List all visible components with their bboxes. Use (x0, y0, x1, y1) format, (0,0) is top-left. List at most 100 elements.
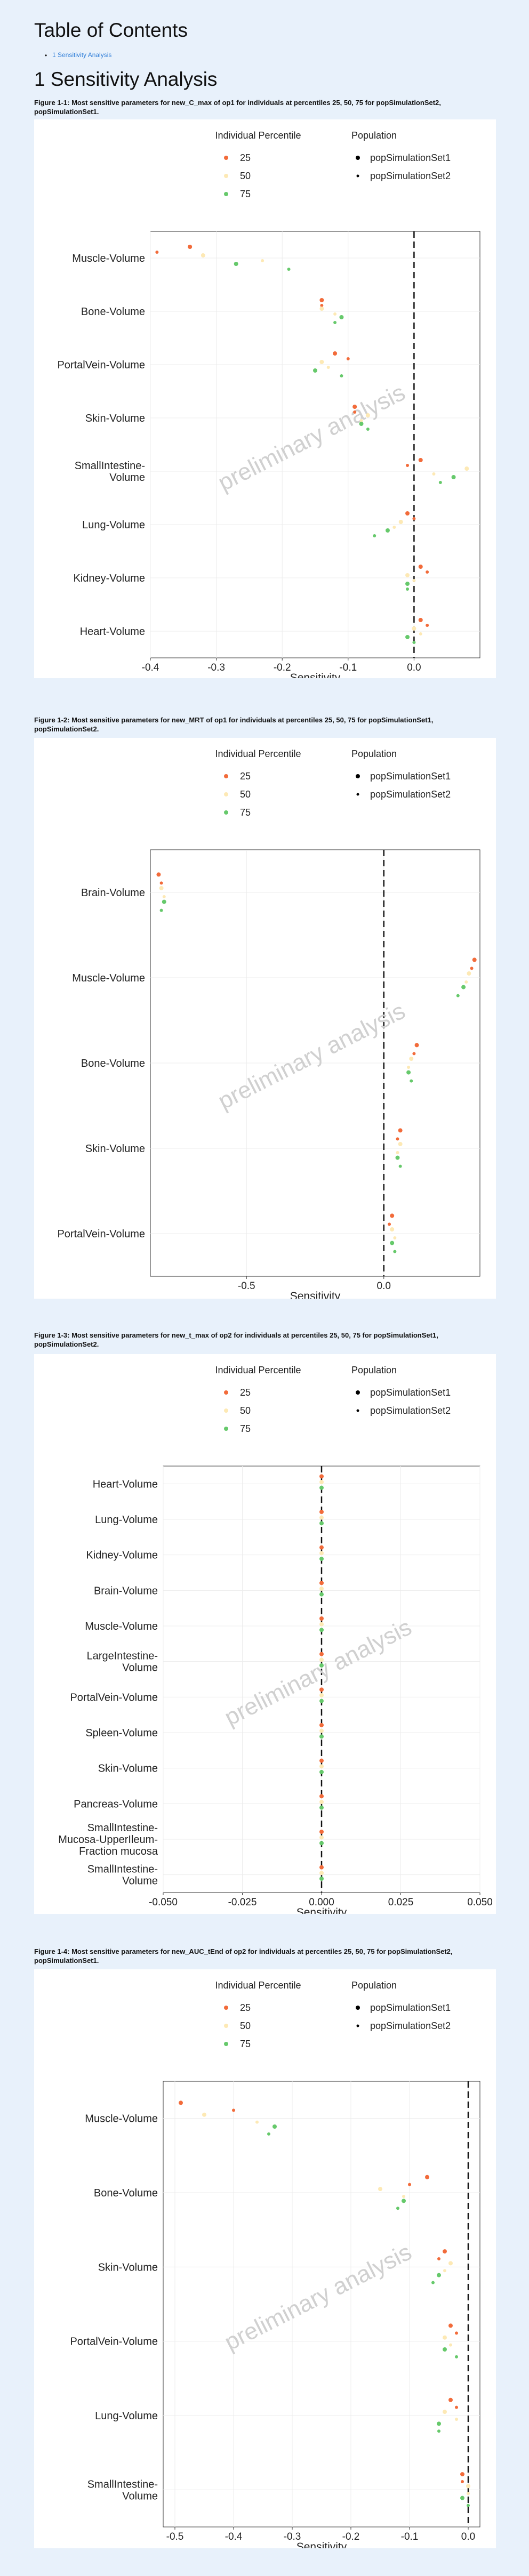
data-point (319, 1794, 324, 1799)
plot-area (150, 231, 480, 658)
toc-bullet: • (45, 52, 47, 59)
legend-swatch-p25 (224, 2006, 228, 2010)
data-point (373, 534, 376, 537)
data-point (456, 994, 460, 997)
data-point (406, 587, 410, 591)
data-point (255, 2120, 259, 2124)
legend-swatch-popSimulationSet1 (356, 156, 360, 160)
category-label: PortalVein-Volume (70, 2336, 158, 2348)
data-point (431, 2281, 435, 2284)
toc-title: Table of Contents (34, 19, 188, 41)
category-label: Bone-Volume (94, 2187, 158, 2199)
data-point (460, 2472, 464, 2477)
category-label: Kidney-Volume (86, 1550, 158, 1561)
data-point (319, 1734, 324, 1739)
legend-label-popSimulationSet1: popSimulationSet1 (370, 2002, 451, 2013)
data-point (467, 2492, 470, 2495)
legend-swatch-popSimulationSet2 (356, 793, 359, 796)
data-point (319, 1587, 324, 1591)
data-point (443, 2269, 446, 2273)
data-point (333, 351, 338, 356)
data-point (443, 2410, 447, 2414)
data-point (437, 2429, 440, 2433)
data-point (261, 259, 264, 262)
data-point (353, 410, 357, 414)
data-point (412, 1052, 416, 1056)
data-point (319, 1592, 324, 1597)
legend-percentile-title: Individual Percentile (215, 1365, 301, 1375)
data-point (405, 582, 410, 586)
data-point (319, 1474, 324, 1479)
legend-swatch-p75 (224, 1427, 228, 1431)
legend-swatch-popSimulationSet2 (356, 174, 359, 178)
data-point (359, 419, 363, 422)
category-label: LargeIntestine-Volume (87, 1651, 158, 1674)
toc-link-sensitivity-analysis[interactable]: 1 Sensitivity Analysis (52, 51, 112, 59)
legend-population-title: Population (351, 748, 397, 759)
x-axis-title: Sensitivity (296, 2541, 347, 2548)
legend-swatch-p75 (224, 810, 228, 815)
category-label-line: Bone-Volume (94, 2187, 158, 2199)
category-label-line: Bone-Volume (81, 306, 145, 318)
data-point (319, 1800, 324, 1804)
data-point (319, 1663, 324, 1668)
category-label: Muscle-Volume (85, 1621, 158, 1632)
category-label-line: PortalVein-Volume (57, 1228, 145, 1240)
sensitivity-chart-3: Individual Percentile Population 25 50 75 pop… (58, 1365, 493, 1919)
legend-swatch-p50 (224, 174, 228, 178)
data-point (159, 908, 163, 912)
category-label-line: Mucosa-UpperIleum- (58, 1834, 158, 1846)
data-point (410, 1079, 413, 1083)
legend-label-p75: 75 (240, 807, 251, 818)
category-label: Skin-Volume (98, 2261, 158, 2273)
x-axis-title: Sensitivity (296, 1906, 347, 1914)
legend-label-p25: 25 (240, 2002, 251, 2013)
legend-label-p75: 75 (240, 2039, 251, 2049)
data-point (396, 1137, 399, 1141)
legend-label-popSimulationSet2: popSimulationSet2 (370, 2020, 451, 2031)
x-tick-label: 0.0 (461, 2531, 475, 2542)
data-point (232, 2108, 235, 2112)
data-point (319, 1841, 324, 1846)
category-label: Lung-Volume (95, 1514, 158, 1526)
category-label-line: Fraction mucosa (79, 1846, 158, 1857)
legend-swatch-popSimulationSet2 (356, 2024, 359, 2027)
data-point (460, 2495, 464, 2500)
data-point (464, 466, 469, 471)
data-point (402, 2199, 406, 2203)
x-tick-label: 0.000 (309, 1897, 334, 1908)
category-label-line: Volume (122, 1662, 158, 1674)
category-label: Bone-Volume (81, 306, 145, 318)
data-point (396, 2207, 399, 2210)
category-label-line: Skin-Volume (85, 1143, 145, 1155)
data-point (287, 268, 291, 271)
category-label-line: Heart-Volume (80, 626, 145, 638)
data-point (437, 2421, 441, 2426)
data-point (333, 321, 337, 324)
data-point (455, 2355, 458, 2358)
data-point (393, 1236, 397, 1239)
figure-caption-4: Figure 1-4: Most sensitive parameters fo… (34, 1947, 453, 1965)
data-point (467, 2503, 470, 2507)
category-label-line: PortalVein-Volume (70, 1692, 158, 1703)
legend-swatch-popSimulationSet1 (356, 2006, 360, 2010)
data-point (319, 1616, 324, 1621)
category-label-line: Volume (122, 1875, 158, 1887)
legend-swatch-popSimulationSet1 (356, 1390, 360, 1395)
legend-label-p50: 50 (240, 1405, 251, 1416)
data-point (455, 2405, 458, 2409)
section-title: 1 Sensitivity Analysis (34, 68, 218, 90)
data-point (319, 1723, 324, 1727)
data-point (412, 626, 416, 631)
x-tick-label: -0.1 (339, 662, 357, 673)
legend-swatch-popSimulationSet1 (356, 774, 360, 778)
legend-swatch-p50 (224, 1408, 228, 1413)
data-point (390, 1213, 395, 1218)
sensitivity-chart-1: Individual Percentile Population 25 50 75 pop… (57, 130, 480, 684)
data-point (319, 1871, 324, 1875)
data-point (333, 312, 337, 316)
data-point (455, 2331, 458, 2335)
data-point (319, 1764, 324, 1769)
data-point (402, 2194, 405, 2198)
data-point (388, 1222, 391, 1226)
